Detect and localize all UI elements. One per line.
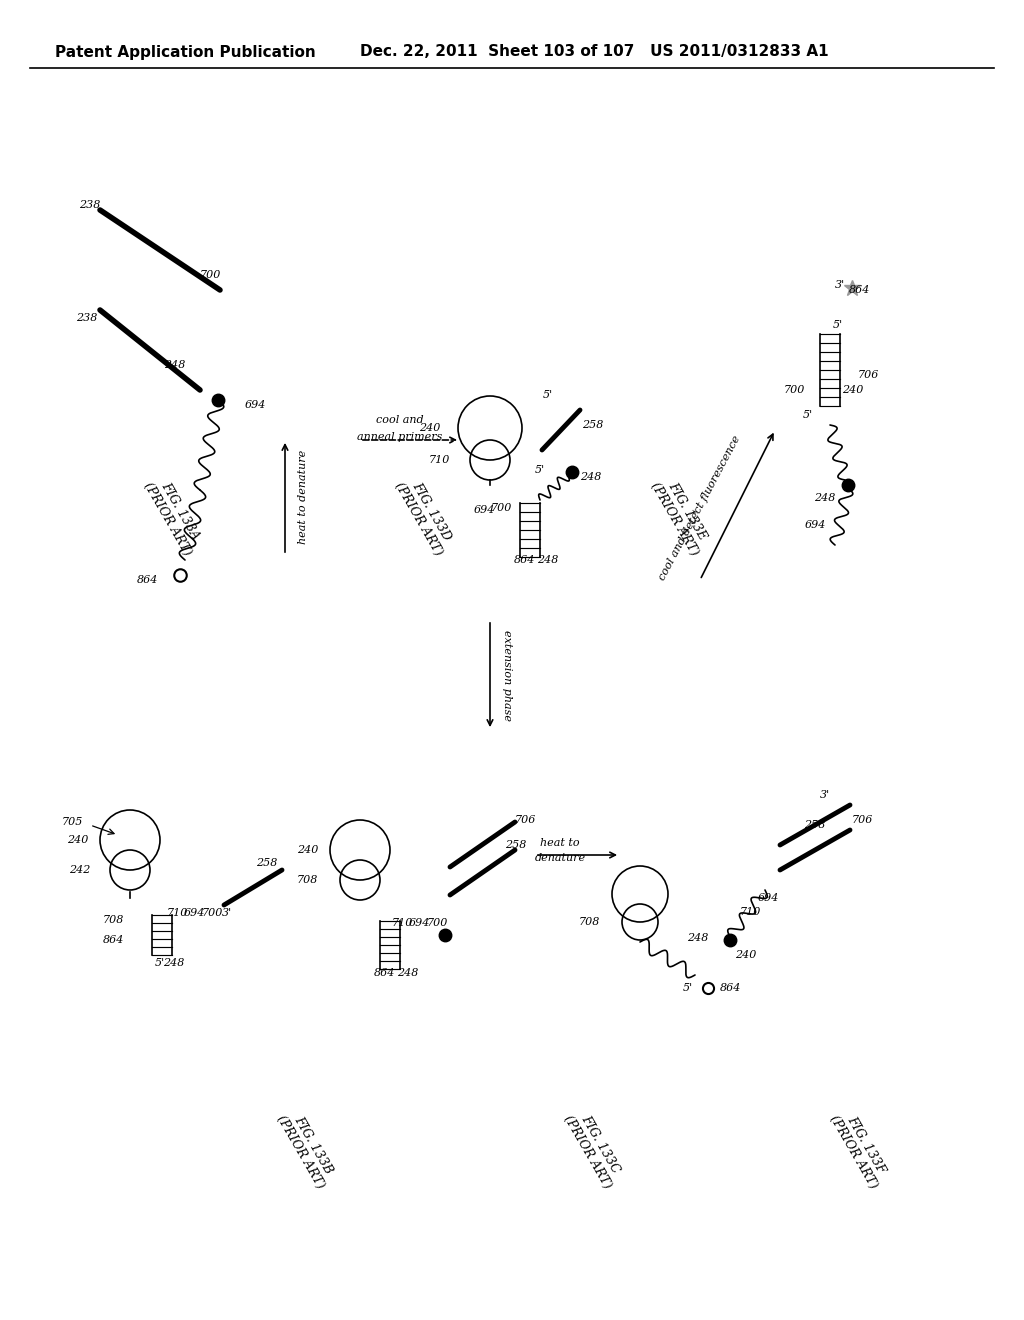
Text: 5': 5': [535, 465, 545, 475]
Text: 706: 706: [852, 814, 873, 825]
Text: 258: 258: [256, 858, 278, 869]
Text: 694: 694: [474, 506, 495, 515]
Text: 694: 694: [758, 894, 779, 903]
Text: 864: 864: [514, 554, 536, 565]
Text: 710: 710: [392, 917, 414, 928]
Text: 240: 240: [419, 422, 440, 433]
Text: 864: 864: [720, 983, 741, 993]
Text: 248: 248: [687, 933, 708, 942]
Text: 5': 5': [833, 319, 843, 330]
Text: 248: 248: [814, 492, 836, 503]
Text: 708: 708: [579, 917, 600, 927]
Text: 708: 708: [102, 915, 124, 925]
Text: 710: 710: [167, 908, 188, 917]
Text: 242: 242: [69, 865, 90, 875]
Text: anneal primers: anneal primers: [357, 432, 442, 442]
Text: 700: 700: [202, 908, 223, 917]
Text: 5': 5': [155, 958, 165, 968]
Text: 710: 710: [740, 907, 762, 917]
Text: FIG. 133A
(PRIOR ART): FIG. 133A (PRIOR ART): [141, 473, 207, 557]
Text: 240: 240: [735, 950, 757, 960]
Text: 694: 694: [184, 908, 206, 917]
Text: 248: 248: [164, 360, 185, 370]
Text: 248: 248: [538, 554, 559, 565]
Text: Dec. 22, 2011  Sheet 103 of 107   US 2011/0312833 A1: Dec. 22, 2011 Sheet 103 of 107 US 2011/0…: [360, 45, 828, 59]
Text: 240: 240: [842, 385, 863, 395]
Text: 248: 248: [163, 958, 184, 968]
Text: 5': 5': [803, 411, 813, 420]
Text: cool and: cool and: [376, 414, 424, 425]
Text: 700: 700: [490, 503, 512, 513]
Text: FIG. 133C
(PRIOR ART): FIG. 133C (PRIOR ART): [561, 1106, 627, 1191]
Text: FIG. 133F
(PRIOR ART): FIG. 133F (PRIOR ART): [827, 1106, 893, 1191]
Text: 864: 864: [849, 285, 870, 294]
Text: 5': 5': [683, 983, 693, 993]
Text: 3': 3': [222, 908, 232, 917]
Text: 708: 708: [297, 875, 318, 884]
Text: 694: 694: [245, 400, 266, 411]
Text: 710: 710: [429, 455, 450, 465]
Text: 700: 700: [783, 385, 805, 395]
Text: 240: 240: [297, 845, 318, 855]
Text: 238: 238: [79, 201, 100, 210]
Text: FIG. 133E
(PRIOR ART): FIG. 133E (PRIOR ART): [648, 473, 714, 557]
Text: cool and detect fluorescence: cool and detect fluorescence: [657, 434, 742, 582]
Text: 258: 258: [505, 840, 526, 850]
Text: 706: 706: [515, 814, 537, 825]
Text: 694: 694: [409, 917, 430, 928]
Text: denature: denature: [535, 853, 586, 863]
Text: 248: 248: [397, 968, 419, 978]
Text: 240: 240: [67, 836, 88, 845]
Text: 258: 258: [804, 820, 825, 830]
Text: heat to: heat to: [541, 838, 580, 847]
Text: 238: 238: [77, 313, 97, 323]
Text: 864: 864: [375, 968, 395, 978]
Text: FIG. 133B
(PRIOR ART): FIG. 133B (PRIOR ART): [274, 1106, 340, 1191]
Text: 700: 700: [427, 917, 449, 928]
Text: 864: 864: [137, 576, 159, 585]
Text: 694: 694: [804, 520, 825, 531]
Text: 248: 248: [580, 473, 601, 482]
Text: 3': 3': [820, 789, 830, 800]
Text: 5': 5': [543, 389, 553, 400]
Text: extension phase: extension phase: [502, 630, 512, 721]
Text: Patent Application Publication: Patent Application Publication: [55, 45, 315, 59]
Text: 864: 864: [102, 935, 124, 945]
Text: 258: 258: [582, 420, 603, 430]
Text: 700: 700: [200, 271, 221, 280]
Text: heat to denature: heat to denature: [298, 450, 308, 544]
Text: 705: 705: [61, 817, 83, 828]
Text: 706: 706: [858, 370, 880, 380]
Text: FIG. 133D
(PRIOR ART): FIG. 133D (PRIOR ART): [392, 473, 458, 557]
Text: 3': 3': [835, 280, 845, 290]
